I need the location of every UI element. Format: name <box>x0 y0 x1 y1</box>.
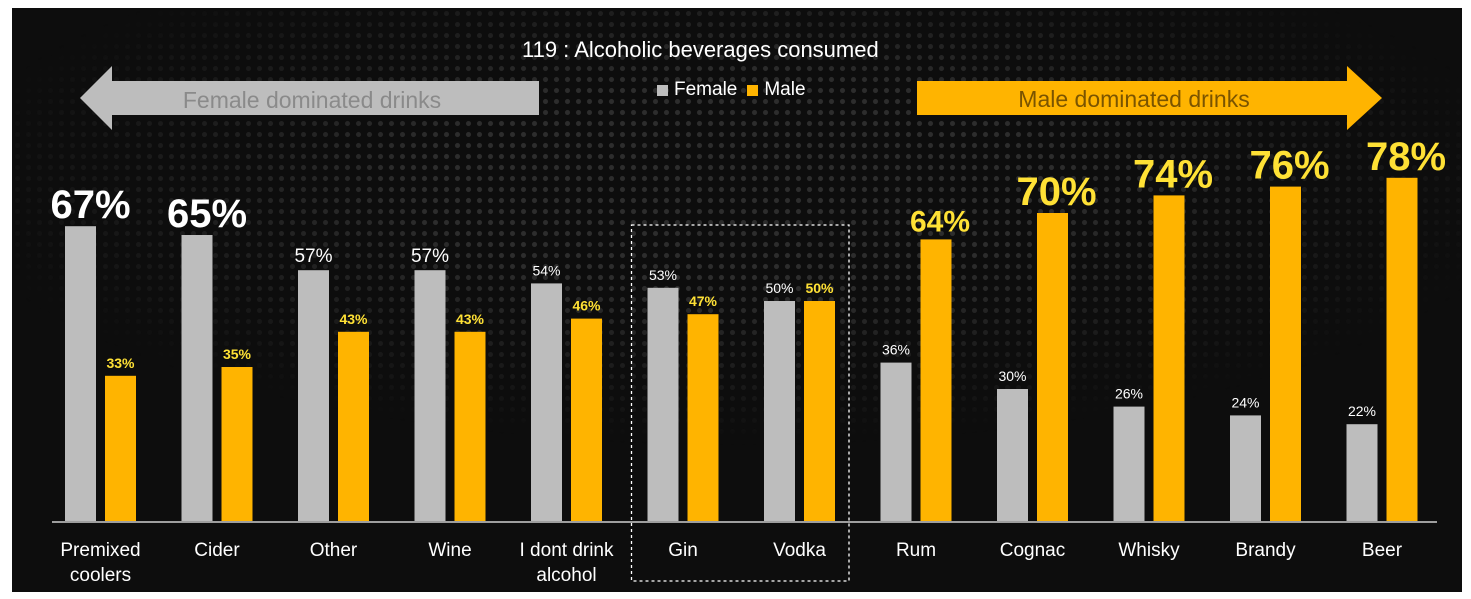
data-label-female-6: 50% <box>765 280 793 296</box>
data-label-female-10: 24% <box>1231 394 1259 410</box>
bar-female-10 <box>1230 415 1261 521</box>
bar-female-3 <box>414 270 446 521</box>
data-label-male-6: 50% <box>805 280 834 296</box>
chart-title: 119 : Alcoholic beverages consumed <box>522 37 879 62</box>
category-label-5: Gin <box>668 540 698 561</box>
data-label-female-4: 54% <box>532 262 560 278</box>
data-label-male-1: 35% <box>223 346 252 362</box>
category-label-0-line-0: Premixed <box>60 540 140 561</box>
bar-male-9 <box>1153 195 1185 521</box>
bar-male-3 <box>454 331 486 521</box>
bar-female-8 <box>997 389 1028 521</box>
data-label-male-5: 47% <box>689 293 718 309</box>
data-label-female-3: 57% <box>411 246 449 267</box>
category-label-1: Cider <box>194 540 240 561</box>
category-label-9: Whisky <box>1118 540 1180 561</box>
data-label-female-11: 22% <box>1348 403 1376 419</box>
bar-female-11 <box>1346 424 1378 521</box>
data-label-female-8: 30% <box>998 368 1026 384</box>
data-label-male-11: 78% <box>1366 135 1446 179</box>
data-label-male-8: 70% <box>1016 170 1096 214</box>
left-arrow-label: Female dominated drinks <box>183 87 441 113</box>
data-label-male-10: 76% <box>1249 144 1329 188</box>
legend-swatch-female <box>657 84 668 96</box>
bar-female-4 <box>531 283 562 521</box>
bar-male-1 <box>221 367 253 521</box>
category-label-8: Cognac <box>1000 540 1066 561</box>
bar-male-8 <box>1037 213 1068 521</box>
category-label-4-line-0: I dont drink <box>520 540 614 561</box>
data-label-female-2: 57% <box>294 246 332 267</box>
data-label-female-1: 65% <box>167 192 247 236</box>
bar-female-6 <box>764 301 795 521</box>
data-label-female-7: 36% <box>882 342 910 358</box>
bar-male-7 <box>920 239 952 521</box>
category-label-4-line-1: alcohol <box>536 565 596 586</box>
highlight-box <box>630 224 850 582</box>
legend-label-female: Female <box>674 79 738 100</box>
data-label-female-5: 53% <box>649 267 677 283</box>
bar-female-5 <box>647 287 679 521</box>
category-label-0-line-1: coolers <box>70 565 131 586</box>
right-arrow-shape <box>917 66 1382 130</box>
category-label-6: Vodka <box>773 540 826 561</box>
legend-label-male: Male <box>764 79 806 100</box>
data-label-male-9: 74% <box>1133 152 1213 196</box>
left-arrow-shape <box>80 66 539 130</box>
chart-svg: Female dominated drinks Male dominated dr… <box>50 66 1446 586</box>
bar-female-0 <box>65 226 96 521</box>
legend-swatch-male <box>747 84 759 96</box>
bar-female-1 <box>181 235 213 521</box>
bar-male-2 <box>338 331 369 521</box>
category-label-3: Wine <box>428 540 471 561</box>
category-label-11: Beer <box>1362 540 1403 561</box>
category-label-7: Rum <box>896 540 936 561</box>
data-label-male-2: 43% <box>339 311 368 327</box>
data-label-male-7: 64% <box>910 205 970 238</box>
data-label-male-4: 46% <box>572 298 601 314</box>
bar-male-10 <box>1270 186 1301 521</box>
category-label-2: Other <box>310 540 358 561</box>
bar-male-4 <box>571 318 602 521</box>
bar-male-0 <box>105 375 136 521</box>
bar-male-5 <box>687 314 719 521</box>
right-arrow-label: Male dominated drinks <box>1018 86 1249 112</box>
data-label-female-0: 67% <box>50 183 130 227</box>
data-label-male-0: 33% <box>106 355 135 371</box>
data-label-male-3: 43% <box>456 311 485 327</box>
legend: Female Male <box>657 79 806 101</box>
category-label-10: Brandy <box>1235 540 1296 561</box>
bar-male-6 <box>804 301 835 521</box>
bar-female-7 <box>880 362 912 521</box>
data-label-female-9: 26% <box>1115 386 1143 402</box>
chart-frame: Female dominated drinks Male dominated dr… <box>12 8 1462 592</box>
bar-female-9 <box>1113 406 1145 521</box>
bar-female-2 <box>298 270 329 521</box>
bar-male-11 <box>1386 177 1418 522</box>
